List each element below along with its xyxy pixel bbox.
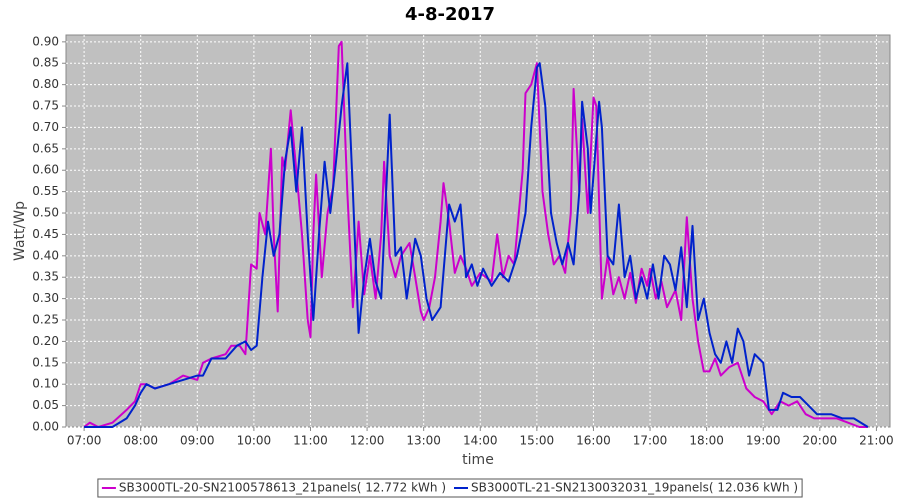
y-tick-label: 0.20 [32,334,59,348]
y-tick-label: 0.00 [32,420,59,434]
x-tick-label: 13:00 [406,434,441,448]
y-tick-label: 0.75 [32,99,59,113]
y-tick-label: 0.90 [32,34,59,48]
y-tick-label: 0.10 [32,377,59,391]
y-tick-label: 0.70 [32,120,59,134]
x-tick-label: 18:00 [689,434,724,448]
y-tick-label: 0.65 [32,141,59,155]
x-tick-label: 21:00 [859,434,894,448]
y-tick-label: 0.15 [32,355,59,369]
x-tick-label: 07:00 [67,434,102,448]
x-tick-label: 09:00 [180,434,215,448]
x-tick-label: 15:00 [520,434,555,448]
x-axis-label: time [462,452,494,468]
y-tick-label: 0.50 [32,206,59,220]
legend: SB3000TL-20-SN2100578613_21panels( 12.77… [97,478,803,498]
plot-area [65,34,891,428]
series-line [84,62,869,428]
x-tick-label: 19:00 [746,434,781,448]
x-tick-label: 11:00 [293,434,328,448]
x-tick-label: 20:00 [803,434,838,448]
legend-label: SB3000TL-20-SN2100578613_21panels( 12.77… [119,481,446,495]
x-tick-label: 16:00 [576,434,611,448]
y-tick-label: 0.30 [32,291,59,305]
legend-box [97,478,803,498]
legend-label: SB3000TL-21-SN2130032031_19panels( 12.03… [471,481,798,495]
y-tick-label: 0.85 [32,56,59,70]
y-tick-label: 0.40 [32,248,59,262]
y-tick-label: 0.05 [32,398,59,412]
chart-title: 4-8-2017 [405,4,495,25]
y-tick-label: 0.60 [32,163,59,177]
x-tick-label: 08:00 [123,434,158,448]
y-tick-label: 0.55 [32,184,59,198]
x-tick-label: 12:00 [350,434,385,448]
x-tick-label: 14:00 [463,434,498,448]
y-axis-label: Watt/Wp [12,201,28,261]
y-tick-label: 0.80 [32,77,59,91]
y-tick-label: 0.25 [32,313,59,327]
y-tick-label: 0.45 [32,227,59,241]
series-line [83,40,868,428]
x-tick-label: 10:00 [237,434,272,448]
y-tick-label: 0.35 [32,270,59,284]
x-tick-label: 17:00 [633,434,668,448]
